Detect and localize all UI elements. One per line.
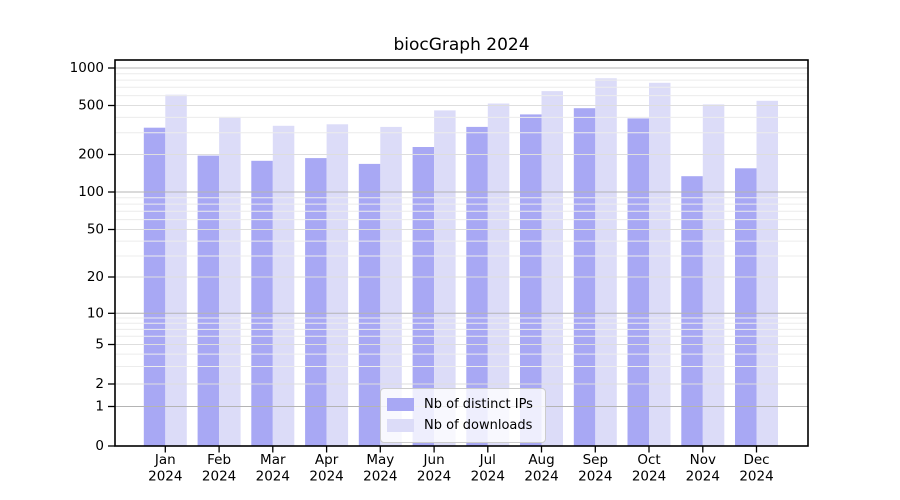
bar-downloads-jan [165, 94, 187, 446]
y-tick-label-5: 5 [95, 337, 104, 353]
bar-downloads-aug [541, 91, 563, 446]
x-tick-year-apr: 2024 [309, 469, 343, 485]
y-tick-label-2: 2 [95, 376, 104, 392]
plot-frame [114, 59, 809, 447]
x-tick-year-oct: 2024 [632, 469, 666, 485]
x-tick-year-mar: 2024 [256, 469, 290, 485]
bar-distinct-ips-nov [681, 176, 703, 446]
x-tick-year-aug: 2024 [524, 469, 558, 485]
x-tick-label-jul: Jul [479, 452, 496, 468]
bar-downloads-dec [756, 100, 778, 447]
bar-downloads-apr [326, 124, 349, 447]
y-tick-label-50: 50 [87, 222, 104, 238]
x-tick-year-feb: 2024 [202, 469, 236, 485]
bar-distinct-ips-jun [412, 147, 435, 446]
legend-swatch-downloads [387, 419, 414, 432]
x-tick-label-feb: Feb [207, 452, 231, 468]
legend-swatch-distinct-ips [387, 398, 414, 411]
x-tick-label-aug: Aug [528, 452, 554, 468]
bar-distinct-ips-jan [143, 127, 166, 446]
y-tick-label-100: 100 [78, 184, 104, 200]
bar-downloads-jun [434, 110, 456, 447]
bar-distinct-ips-apr [305, 158, 327, 446]
x-tick-label-may: May [366, 452, 394, 468]
y-tick-label-0: 0 [95, 438, 104, 454]
x-tick-year-jun: 2024 [417, 469, 451, 485]
legend-label-distinct-ips: Nb of distinct IPs [424, 397, 533, 412]
x-tick-year-jan: 2024 [148, 469, 182, 485]
x-tick-label-jun: Jun [423, 452, 445, 468]
y-tick-label-20: 20 [87, 269, 104, 285]
x-tick-label-sep: Sep [583, 452, 608, 468]
legend-item-downloads: Nb of downloads [387, 415, 537, 436]
y-tick-label-1: 1 [95, 399, 104, 415]
bar-distinct-ips-may [358, 163, 381, 446]
bar-downloads-sep [595, 78, 617, 447]
y-tick-label-10: 10 [87, 305, 104, 321]
chart-title: biocGraph 2024 [393, 35, 530, 55]
y-tick-label-500: 500 [78, 98, 104, 114]
x-tick-label-mar: Mar [260, 452, 286, 468]
x-tick-year-dec: 2024 [739, 469, 773, 485]
bar-distinct-ips-dec [735, 168, 757, 447]
x-tick-label-oct: Oct [637, 452, 660, 468]
x-tick-label-jan: Jan [154, 452, 176, 468]
bar-distinct-ips-oct [627, 118, 649, 447]
bar-downloads-jul [487, 103, 510, 446]
x-tick-label-dec: Dec [743, 452, 769, 468]
x-tick-label-apr: Apr [315, 452, 339, 468]
x-tick-year-sep: 2024 [578, 469, 612, 485]
x-tick-label-nov: Nov [690, 452, 716, 468]
bar-downloads-feb [219, 116, 241, 447]
x-tick-year-nov: 2024 [686, 469, 720, 485]
y-tick-label-200: 200 [78, 147, 104, 163]
legend-item-distinct-ips: Nb of distinct IPs [387, 394, 537, 415]
bar-downloads-oct [649, 82, 671, 447]
legend-label-downloads: Nb of downloads [424, 418, 533, 433]
bar-distinct-ips-mar [251, 160, 273, 447]
y-tick-label-1000: 1000 [70, 60, 104, 76]
x-tick-year-jul: 2024 [471, 469, 505, 485]
bar-downloads-mar [272, 125, 295, 447]
bar-distinct-ips-feb [197, 155, 220, 446]
legend: Nb of distinct IPs Nb of downloads [380, 388, 546, 443]
x-tick-year-may: 2024 [363, 469, 397, 485]
bar-downloads-nov [702, 104, 725, 447]
